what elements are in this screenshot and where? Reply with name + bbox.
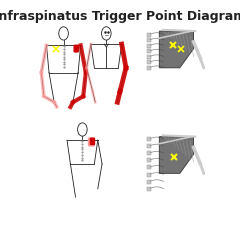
FancyBboxPatch shape	[90, 138, 95, 144]
FancyBboxPatch shape	[74, 45, 78, 52]
Polygon shape	[159, 137, 193, 173]
FancyBboxPatch shape	[89, 138, 94, 146]
Polygon shape	[159, 31, 193, 68]
Text: Infraspinatus Trigger Point Diagram: Infraspinatus Trigger Point Diagram	[0, 10, 240, 23]
